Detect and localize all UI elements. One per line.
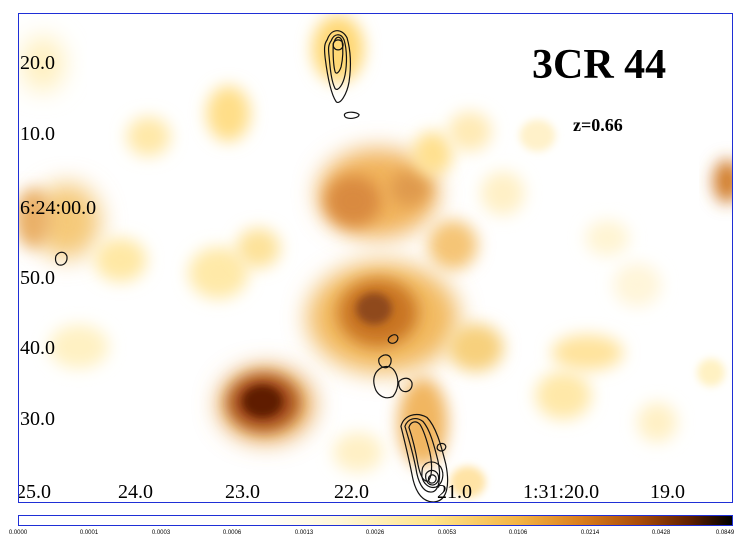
colorbar-tick-label: 0.0006 xyxy=(222,530,242,536)
emission-blob xyxy=(519,119,556,152)
source-title: 3CR 44 xyxy=(532,42,667,88)
contour-line xyxy=(54,251,68,266)
x-axis-label: 21.0 xyxy=(437,481,472,503)
emission-blob xyxy=(447,323,504,372)
emission-blob xyxy=(19,188,51,249)
contour-line xyxy=(327,34,348,90)
emission-blob xyxy=(94,238,147,282)
contour-line xyxy=(373,365,399,399)
emission-blob xyxy=(312,14,365,83)
emission-blob xyxy=(20,35,65,92)
x-axis-label: 22.0 xyxy=(334,481,369,503)
contour-line xyxy=(378,354,392,369)
emission-blob xyxy=(713,159,732,204)
contour-line xyxy=(427,474,437,484)
emission-blob xyxy=(697,358,726,387)
colorbar-ticks: 0.0000 0.0001 0.0003 0.0006 0.0013 0.002… xyxy=(9,530,735,544)
contour-line xyxy=(332,36,344,74)
colorbar-tick-label: 0.0849 xyxy=(715,530,735,536)
emission-blob xyxy=(480,171,525,216)
colorbar-tick-label: 0.0106 xyxy=(508,530,528,536)
xray-radio-map xyxy=(19,14,732,502)
y-axis-label: 50.0 xyxy=(20,267,55,289)
emission-blob xyxy=(551,334,624,371)
emission-blob xyxy=(389,170,430,207)
emission-blob xyxy=(585,220,630,257)
colorbar-tick-label: 0.0000 xyxy=(8,530,28,536)
emission-blob xyxy=(333,432,383,473)
emission-blob xyxy=(126,116,171,157)
emission-blob xyxy=(356,292,392,325)
colorbar-tick-label: 0.0013 xyxy=(294,530,314,536)
contour-line xyxy=(343,111,360,119)
x-axis-label: 24.0 xyxy=(118,481,153,503)
image-frame: 3CR 44 z=0.66 20.0 10.0 6:24:00.0 50.0 4… xyxy=(18,13,733,503)
x-axis-label: 1:31:20.0 xyxy=(523,481,600,503)
emission-blob xyxy=(206,85,251,142)
y-axis-label: 6:24:00.0 xyxy=(20,197,97,219)
colorbar-tick-label: 0.0003 xyxy=(151,530,171,536)
colorbar-gradient xyxy=(18,515,733,526)
colorbar-tick-label: 0.0001 xyxy=(79,530,99,536)
emission-blob xyxy=(48,324,109,369)
y-axis-label: 30.0 xyxy=(20,408,55,430)
colorbar-tick-label: 0.0053 xyxy=(437,530,457,536)
emission-blob xyxy=(535,371,592,420)
x-axis-label: 19.0 xyxy=(650,481,685,503)
y-axis-label: 10.0 xyxy=(20,123,55,145)
emission-blob xyxy=(427,220,478,270)
contour-line xyxy=(436,442,447,452)
emission-blob xyxy=(449,466,486,499)
contour-line xyxy=(421,461,444,489)
contour-line xyxy=(425,469,440,486)
emission-blob xyxy=(325,175,381,228)
emission-blob xyxy=(447,111,492,152)
contour-line xyxy=(387,334,399,344)
y-axis-label: 40.0 xyxy=(20,337,55,359)
emission-blob xyxy=(637,402,678,443)
colorbar-tick-label: 0.0026 xyxy=(365,530,385,536)
emission-blob xyxy=(236,228,281,268)
contour-line xyxy=(332,39,344,51)
emission-blob xyxy=(32,183,101,259)
colorbar: 0.0000 0.0001 0.0003 0.0006 0.0013 0.002… xyxy=(9,515,735,549)
colorbar-tick-label: 0.0214 xyxy=(580,530,600,536)
emission-blob xyxy=(412,131,453,176)
emission-blob xyxy=(242,385,283,418)
y-axis-label: 20.0 xyxy=(20,52,55,74)
emission-blobs xyxy=(19,14,732,499)
radio-contours xyxy=(54,30,449,502)
colorbar-tick-label: 0.0428 xyxy=(651,530,671,536)
contour-line xyxy=(404,418,441,493)
x-axis-label: 23.0 xyxy=(225,481,260,503)
emission-blob xyxy=(613,262,662,307)
contour-line xyxy=(323,30,351,104)
contour-line xyxy=(398,377,413,393)
emission-blob xyxy=(397,377,448,468)
x-axis-label: 25.0 xyxy=(18,481,51,503)
emission-blob xyxy=(188,247,249,299)
contour-line xyxy=(400,414,449,502)
redshift-label: z=0.66 xyxy=(573,115,623,135)
